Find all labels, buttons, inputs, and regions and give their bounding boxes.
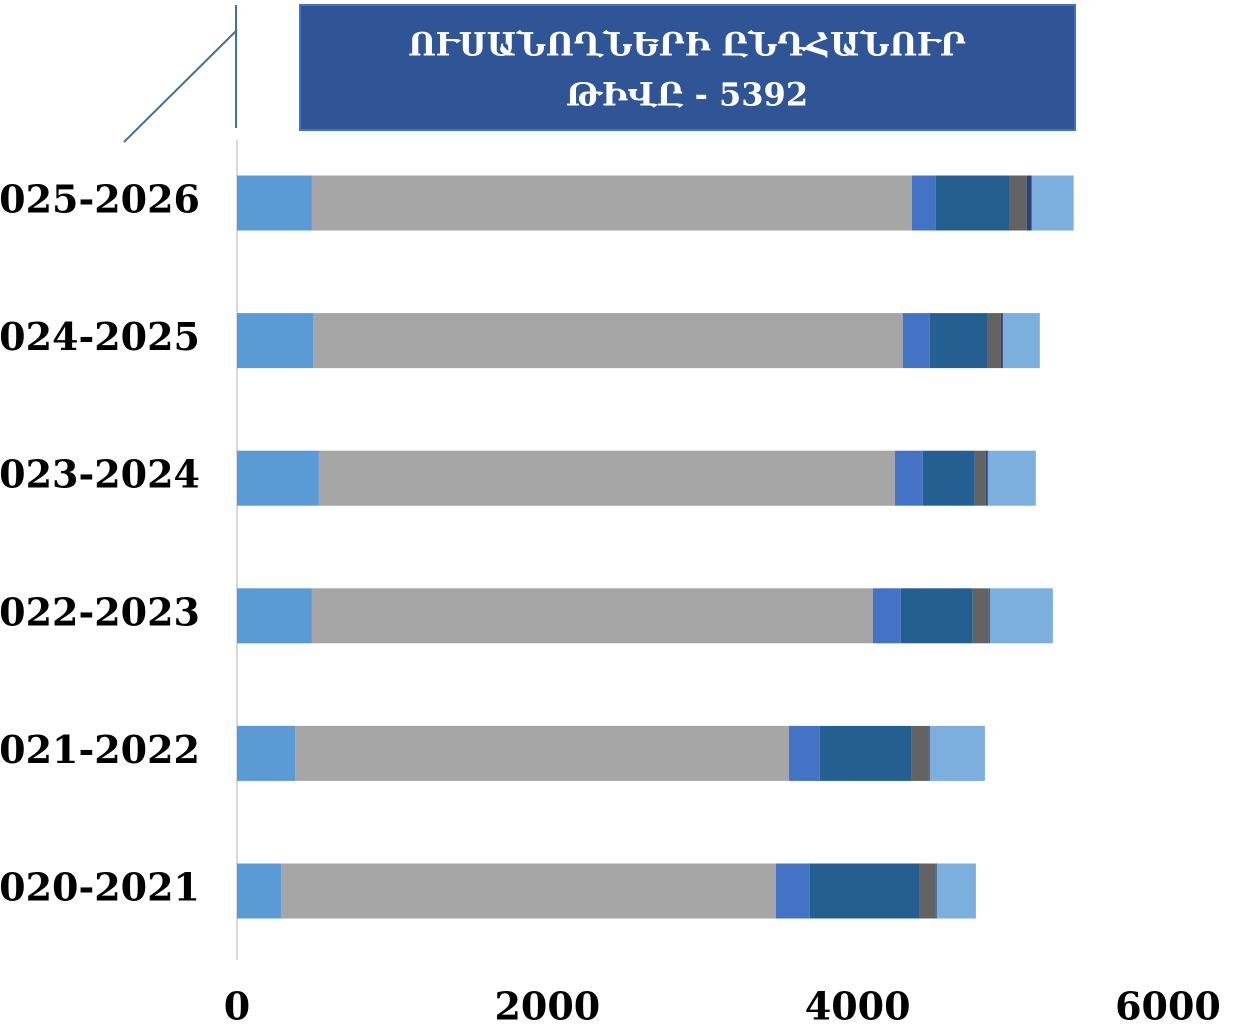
bar-segment bbox=[318, 450, 895, 506]
bar-segment bbox=[894, 450, 923, 506]
bar-segment bbox=[237, 588, 312, 644]
bar-segment bbox=[902, 313, 930, 369]
bar-segment bbox=[237, 450, 319, 506]
bar-segment bbox=[935, 175, 1010, 231]
decor-line bbox=[123, 29, 238, 143]
bar-segment bbox=[929, 313, 988, 369]
bar-segment bbox=[311, 175, 912, 231]
y-tick-label: 2021-2022 bbox=[0, 727, 200, 772]
bar-segment bbox=[928, 725, 930, 781]
bar-segment bbox=[872, 588, 901, 644]
bar-segment bbox=[788, 725, 820, 781]
bar-segment bbox=[987, 450, 1036, 506]
bar-segment bbox=[985, 450, 988, 506]
bar-segment bbox=[935, 863, 937, 919]
bar-segment bbox=[972, 588, 989, 644]
bar-segment bbox=[281, 863, 776, 919]
bar-segment bbox=[295, 725, 789, 781]
title-box bbox=[299, 4, 1076, 131]
bar-segment bbox=[987, 313, 1001, 369]
bar-segment bbox=[313, 313, 903, 369]
bar-segment bbox=[911, 175, 936, 231]
y-tick-label: 2024-2025 bbox=[0, 314, 200, 359]
bar-segment bbox=[311, 588, 873, 644]
y-tick-label: 2022-2023 bbox=[0, 589, 200, 634]
bar-segment bbox=[988, 588, 990, 644]
bar-segment bbox=[775, 863, 810, 919]
bar-segment bbox=[936, 863, 976, 919]
bar-segment bbox=[1000, 313, 1003, 369]
bar-segment bbox=[1031, 175, 1074, 231]
bar-segment bbox=[919, 863, 936, 919]
bar-segment bbox=[974, 450, 986, 506]
chart-title: ԹԻՎԸ - 5392 bbox=[566, 76, 808, 114]
y-tick-label: 2025-2026 bbox=[0, 177, 200, 222]
bar-segment bbox=[911, 725, 929, 781]
bar-segment bbox=[1026, 175, 1032, 231]
x-tick-label: 2000 bbox=[494, 984, 600, 1029]
bar-segment bbox=[922, 450, 975, 506]
x-tick-label: 6000 bbox=[1115, 984, 1221, 1029]
bar-segment bbox=[237, 725, 296, 781]
y-tick-label: 2023-2024 bbox=[0, 452, 200, 497]
bar-segment bbox=[900, 588, 973, 644]
x-tick-label: 0 bbox=[224, 984, 250, 1029]
bar-segment bbox=[989, 588, 1053, 644]
bar-segment bbox=[809, 863, 920, 919]
bar-segment bbox=[929, 725, 985, 781]
bar-segment bbox=[819, 725, 912, 781]
bar-segment bbox=[1009, 175, 1027, 231]
bar-segment bbox=[237, 175, 312, 231]
bar-segment bbox=[237, 863, 282, 919]
bar-segment bbox=[237, 313, 314, 369]
chart-title: ՈՒՍԱՆՈՂՆԵՐԻ ԸՆԴՀԱՆՈՒՐ bbox=[408, 26, 966, 64]
x-tick-label: 4000 bbox=[805, 984, 911, 1029]
bar-segment bbox=[1002, 313, 1040, 369]
